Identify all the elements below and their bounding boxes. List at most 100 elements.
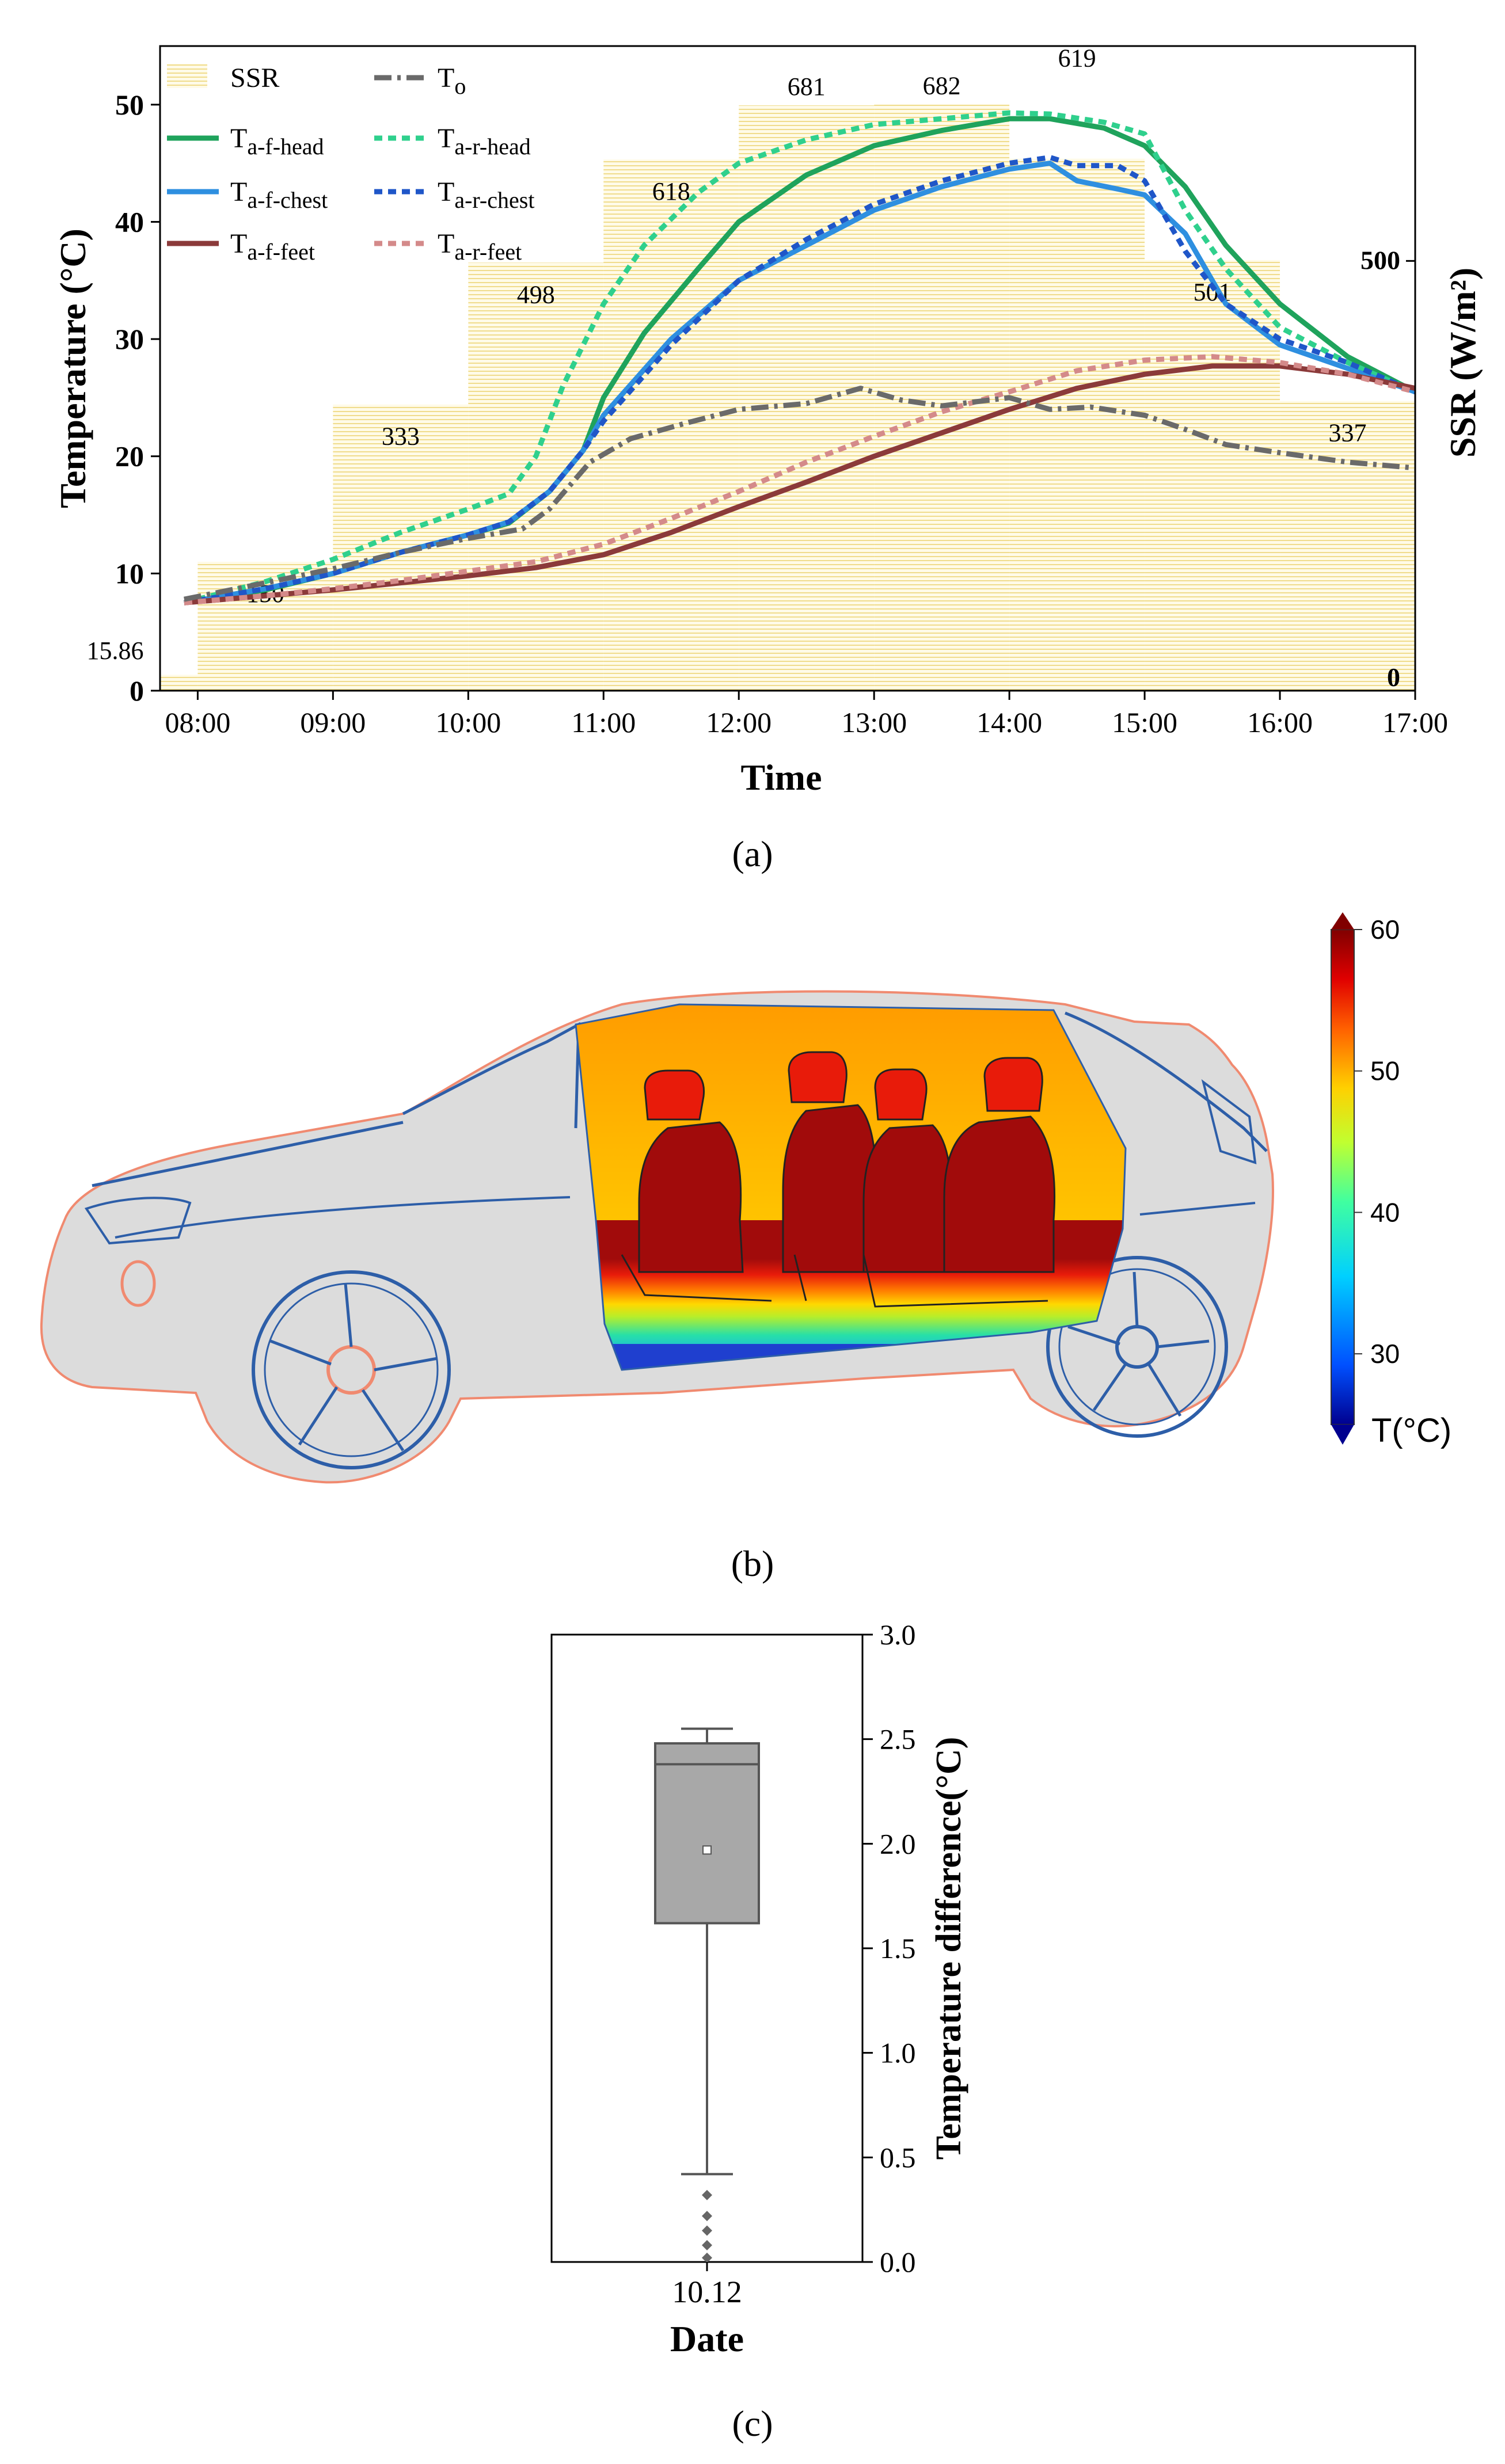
iqr-box [654,1742,760,1925]
windshield-line [402,1022,580,1129]
legend-label-main: T [438,63,454,93]
x-tick-label-a: 10:00 [435,706,501,738]
ssr-bar [1280,401,1415,691]
legend-label-sub: a-f-feet [247,239,315,265]
y-tick-label-c: 2.0 [880,1827,916,1860]
y2-axis-title-a: SSR (W/m²) [1442,268,1483,458]
ssr-bar-label: 681 [788,73,826,101]
x-tick-label-a: 11:00 [571,706,636,738]
x-tick-label-a: 17:00 [1382,706,1448,738]
legend-label-sub: a-r-chest [454,187,534,213]
ssr-bar-label: 618 [652,177,690,205]
front-wheel [252,1270,451,1469]
y-tick-label-c: 1.5 [880,1932,916,1964]
x-tick-label-a: 15:00 [1112,706,1177,738]
y-axis-title-a: Temperature (°C) [52,228,93,508]
y-tick-label-c: 2.5 [880,1723,916,1755]
y-tick-label-a: 10 [115,557,144,589]
ssr-label-start: 15.86 [87,637,144,665]
panel-c-box-plot: 0.0 0.5 1.0 1.5 2.0 2.5 3.0 10.12 Date Tempera… [550,1618,968,2444]
ssr-bar-label: 619 [1058,44,1096,73]
hood-line [92,1121,404,1187]
x-tick-label-a: 14:00 [976,706,1042,738]
y-tick-label-c: 3.0 [880,1618,916,1651]
mean-marker [702,1845,712,1855]
legend-label-main: T [438,123,454,154]
taillight-outline [1201,1079,1257,1164]
outlier-point [702,2252,712,2263]
legend-swatch-ssr [167,64,207,88]
cabin-outline [575,1003,1127,1371]
x-tick-label-a: 16:00 [1247,706,1313,738]
caption-b: (b) [731,1543,774,1584]
ssr-bar-label: 337 [1329,419,1367,447]
outlier-point [702,2240,712,2250]
legend-label-main: T [438,177,454,207]
colorbar-ticks: 30 40 50 60 [1354,915,1400,1369]
plot-frame-a [159,45,1416,692]
ssr-bar-label: 333 [382,422,420,451]
x-tick-label-a: 09:00 [300,706,366,738]
axes-c: 0.0 0.5 1.0 1.5 2.0 2.5 3.0 [706,1618,916,2278]
y-axis-title-c: Temperature difference(°C) [929,1737,968,2160]
legend-label-main: T [230,177,247,207]
axes-a: 08:00 09:00 10:00 11:00 12:00 13:00 14:00 15:00… [115,89,1448,738]
colorbar-tick-label: 30 [1370,1339,1400,1369]
panel-b-car-heatmap: 30 40 50 60 T(°C) (b) [40,912,1451,1584]
ssr-bar-label: 682 [923,72,961,100]
legend-label-main: T [230,123,247,154]
legend-label-arh: Ta-r-head [438,123,531,159]
y-tick-label-c: 0.5 [880,2141,916,2173]
legend-label-sub: a-r-feet [454,239,522,265]
headlight-outline [84,1197,192,1245]
legend-label-sub: a-r-head [454,134,530,159]
series-line-arf [184,354,1415,605]
category-label: 10.12 [672,2275,742,2309]
rear-window-line [1065,1011,1268,1152]
colorbar-label: T(°C) [1371,1412,1451,1449]
legend-label-main: SSR [230,63,279,93]
ssr-bar-label: 498 [517,280,555,309]
y-tick-label-a: 30 [115,323,144,355]
ssr-bar [1145,260,1280,691]
y2-tick-label-a: 500 [1360,245,1400,275]
x-tick-label-a: 08:00 [165,706,230,738]
x-axis-title-a: Time [740,757,822,798]
y-tick-label-c: 1.0 [880,2037,916,2069]
ssr-bar [468,262,604,691]
box-group [654,1727,760,2263]
x-tick-label-a: 13:00 [841,706,907,738]
side-body-line [115,1196,1256,1239]
y-tick-label-c: 0.0 [880,2246,916,2278]
legend-label-to: To [438,63,466,99]
x-tick-label-a: 12:00 [706,706,771,738]
ssr-bar [739,105,875,691]
fog-light [120,1260,156,1307]
colorbar-tick-label: 50 [1370,1056,1400,1086]
series-line-arh [183,110,1415,605]
series-line-aff [184,363,1415,605]
legend-label-arf: Ta-r-feet [438,228,522,265]
x-axis-title-c: Date [670,2318,744,2359]
legend-label-arc: Ta-r-chest [438,177,534,213]
colorbar: 30 40 50 60 T(°C) [1331,912,1451,1449]
y-tick-label-a: 20 [115,440,144,473]
legend-label-sub: a-f-head [247,134,324,159]
y2-tick-label-a: 0 [1387,662,1400,692]
rear-wheel [1046,1256,1228,1438]
legend-label-ssr: SSR [230,63,279,93]
legend-label-sub: a-f-chest [247,187,328,213]
legend-label-main: T [438,228,454,259]
legend-label-afc: Ta-f-chest [230,177,328,213]
y-tick-label-a: 50 [115,89,144,121]
temperature-series-group [183,110,1415,605]
colorbar-tick-label: 60 [1370,915,1400,945]
legend-label-afh: Ta-f-head [230,123,324,159]
legend-label-sub: o [454,73,466,99]
ssr-bar-start [160,675,198,691]
legend-label-main: T [230,228,247,259]
